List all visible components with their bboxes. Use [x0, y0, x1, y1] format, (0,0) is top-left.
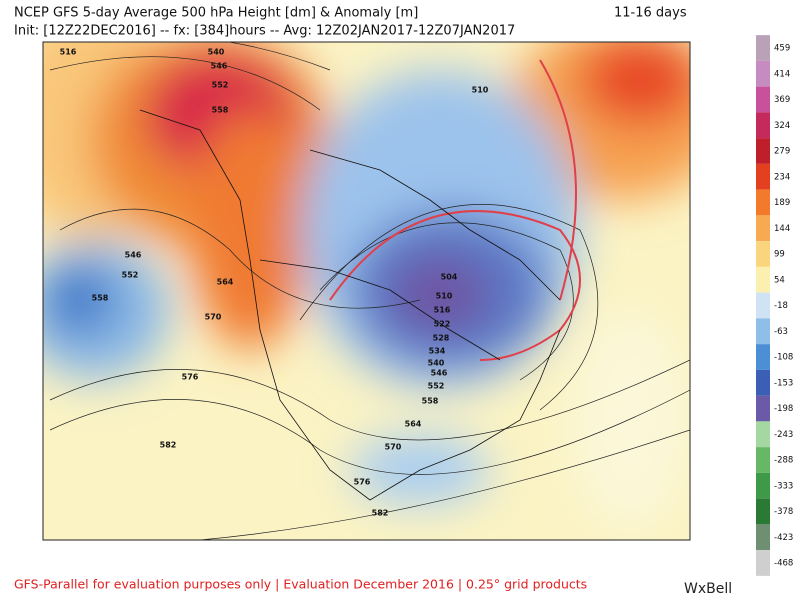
contour-label: 504: [441, 273, 458, 282]
contour-label: 564: [405, 420, 422, 429]
colorbar-swatch: [756, 550, 770, 576]
contour-label: 558: [92, 294, 109, 303]
colorbar-swatch: [756, 112, 770, 139]
colorbar-swatch: [756, 35, 770, 61]
contour-label: 552: [428, 382, 445, 391]
colorbar-swatch: [756, 189, 770, 216]
contour-label: 570: [205, 313, 222, 322]
contour-label: 558: [212, 106, 229, 115]
map-frame: [42, 41, 691, 541]
contour-label: 546: [125, 251, 142, 260]
contour-label: 516: [60, 48, 77, 57]
contour-label: 534: [429, 347, 446, 356]
colorbar-swatch: [756, 395, 770, 422]
range-label: 11-16 days: [614, 6, 687, 21]
title: NCEP GFS 5-day Average 500 hPa Height [d…: [14, 6, 418, 21]
contour-label: 552: [212, 81, 229, 90]
colorbar-label: -333: [774, 481, 793, 491]
contour-label: 576: [182, 373, 199, 382]
colorbar-label: 324: [774, 121, 790, 131]
colorbar-label: 54: [774, 275, 785, 285]
colorbar-label: -378: [774, 507, 793, 517]
colorbar-swatch: [756, 421, 770, 448]
colorbar-swatch: [756, 266, 770, 293]
logo: WxBell: [684, 581, 732, 597]
colorbar-swatch: [756, 60, 770, 87]
colorbar-label: 369: [774, 95, 790, 105]
colorbar-swatch: [756, 241, 770, 267]
colorbar-label: 144: [774, 224, 790, 234]
colorbar-label: -198: [774, 404, 793, 414]
colorbar-swatch: [756, 369, 770, 396]
colorbar-label: -423: [774, 533, 793, 543]
colorbar-label: -468: [774, 559, 793, 569]
contour-label: 582: [160, 441, 177, 450]
contour-label: 546: [211, 62, 228, 71]
colorbar-label: -288: [774, 456, 793, 466]
colorbar-swatch: [756, 292, 770, 319]
contour-label: 528: [433, 334, 450, 343]
contour-label: 552: [122, 271, 139, 280]
contour-label: 522: [434, 320, 451, 329]
colorbar-swatch: [756, 163, 770, 190]
colorbar-label: 279: [774, 147, 790, 157]
footer-text: GFS-Parallel for evaluation purposes onl…: [14, 577, 587, 592]
colorbar-label: -108: [774, 353, 793, 363]
colorbar-label: 234: [774, 172, 790, 182]
colorbar-swatch: [756, 447, 770, 473]
contour-label: 558: [422, 397, 439, 406]
contour-label: 582: [372, 509, 389, 518]
colorbar-swatch: [756, 498, 770, 525]
contour-label: 564: [217, 278, 234, 287]
colorbar-swatch: [756, 318, 770, 345]
colorbar-swatch: [756, 138, 770, 164]
colorbar-swatch: [756, 472, 770, 499]
colorbar-label: 189: [774, 198, 790, 208]
colorbar-label: 414: [774, 69, 790, 79]
colorbar-label: -18: [774, 301, 788, 311]
contour-label: 510: [436, 292, 453, 301]
contour-label: 540: [428, 359, 445, 368]
contour-label: 540: [208, 48, 225, 57]
colorbar-label: 459: [774, 44, 790, 54]
colorbar-swatch: [756, 86, 770, 113]
colorbar-label: -63: [774, 327, 788, 337]
map: [43, 42, 690, 540]
subtitle: Init: [12Z22DEC2016] -- fx: [384]hours -…: [14, 24, 515, 39]
contour-label: 576: [354, 478, 371, 487]
contour-label: 570: [385, 443, 402, 452]
contour-label: 510: [472, 86, 489, 95]
contour-label: 516: [434, 306, 451, 315]
contour-label: 546: [431, 369, 448, 378]
colorbar-label: 99: [774, 250, 785, 260]
colorbar-swatch: [756, 344, 770, 370]
colorbar-label: -243: [774, 430, 793, 440]
colorbar-swatch: [756, 524, 770, 551]
colorbar-label: -153: [774, 378, 793, 388]
colorbar-swatch: [756, 215, 770, 242]
